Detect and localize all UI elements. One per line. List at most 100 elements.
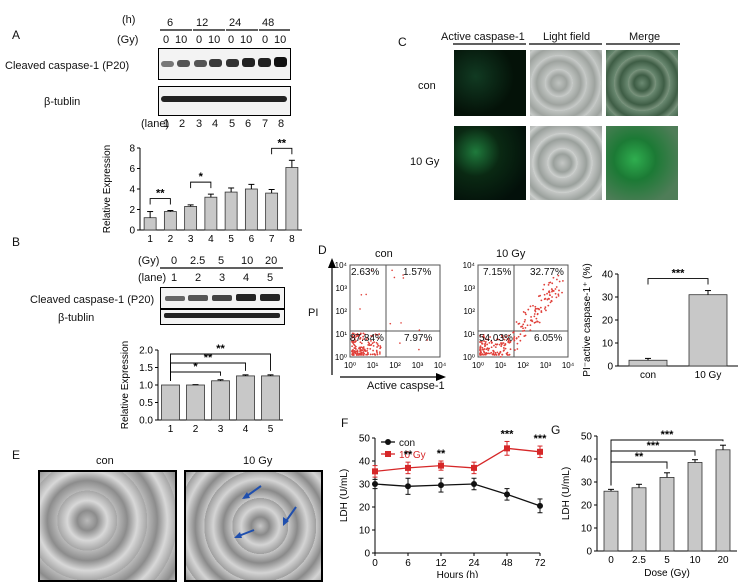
d-10gy-event <box>536 320 539 323</box>
a-time-6: 6 <box>167 17 174 29</box>
A-xtick-label: 1 <box>147 234 153 243</box>
d-10gy-event <box>512 331 515 334</box>
d-10gy-event <box>521 330 524 332</box>
F-point-con <box>405 483 411 490</box>
b-lane-3: 3 <box>219 272 226 284</box>
G-xtick-label: 5 <box>664 555 670 566</box>
d-con-event <box>375 350 378 353</box>
d-con-event <box>373 341 375 344</box>
a-lane-4: 4 <box>212 118 219 130</box>
B-sig-label: ** <box>204 352 213 364</box>
chart-g-ldh-dose: 0 10 20 30 40 50 0 2.5 5 10 20 LDH (U/mL) Dose (Gy) *… <box>561 429 737 579</box>
d-con-event <box>375 334 378 336</box>
A-sig-bracket <box>271 147 293 155</box>
B-bar <box>261 375 280 421</box>
b-lane-1: 1 <box>171 272 178 284</box>
c-image-con-merge <box>606 50 678 116</box>
d-con-event <box>376 343 379 345</box>
d-10gy-event <box>479 345 482 348</box>
D-ytick-label: 20 <box>602 316 614 327</box>
d-con-event <box>372 344 375 347</box>
F-y-label: LDH (U/mL) <box>339 469 350 522</box>
d-10gy-event <box>498 343 501 346</box>
A-y-label: Relative Expression <box>102 145 113 233</box>
a-blot2-label: β-tublin <box>44 96 81 108</box>
d-10gy-event <box>490 342 493 344</box>
d-10gy-event <box>556 278 558 281</box>
d-con-event <box>379 353 381 355</box>
d-con-event <box>359 308 361 310</box>
d-10gy-event <box>503 349 505 352</box>
d-10gy-event <box>517 323 520 325</box>
b-dose-2: 2.5 <box>190 255 206 267</box>
D-xtick-label: con <box>640 370 656 381</box>
d-con-event <box>371 353 374 356</box>
F-ytick-label: 50 <box>359 434 371 445</box>
F-xtick-label: 12 <box>435 558 447 569</box>
d-10gy-event <box>488 352 491 355</box>
c-col-light-field: Light field <box>543 31 591 43</box>
a-dose-2: 10 <box>175 34 188 46</box>
a-dose-6: 10 <box>240 34 253 46</box>
d-ytick-label: 10⁰ <box>463 353 475 362</box>
d-con-event <box>426 339 429 341</box>
B-sig-bracket <box>170 371 221 381</box>
A-sig-label: * <box>199 171 204 183</box>
d-10gy-event <box>480 351 482 354</box>
D-sig-label: *** <box>672 268 686 280</box>
d-10gy-event <box>504 335 507 338</box>
c-image-10gy-light <box>530 126 602 200</box>
d-10gy-event <box>480 341 483 343</box>
F-sig-label: ** <box>404 449 413 461</box>
d-10gy-event <box>526 324 529 327</box>
d-ytick-label: 10¹ <box>463 330 475 339</box>
d-con-event <box>357 354 360 356</box>
d-10gy-event <box>509 341 512 344</box>
panel-label-e: E <box>12 448 21 462</box>
d-con-event <box>360 293 363 296</box>
d-con-event <box>363 333 366 336</box>
b-lane-4: 4 <box>243 272 250 284</box>
d-10gy-event <box>534 307 537 310</box>
F-point-con <box>504 491 510 498</box>
d-con-event <box>354 341 356 344</box>
A-ytick-label: 2 <box>129 205 135 216</box>
F-sig-label: *** <box>501 428 515 440</box>
d-10gy-event <box>534 305 537 308</box>
d-10gy-event <box>524 311 527 314</box>
b-lane-5: 5 <box>267 272 274 284</box>
A-ytick-label: 8 <box>129 144 135 155</box>
d-con-event <box>374 354 377 356</box>
B-y-label: Relative Expression <box>120 341 131 429</box>
A-sig-bracket <box>149 198 171 205</box>
d-con-event <box>359 337 362 339</box>
d-con-event <box>354 345 357 348</box>
d-title-con: con <box>375 248 393 260</box>
G-ytick-label: 20 <box>581 501 593 512</box>
F-point-10gy <box>471 464 477 471</box>
d-con-event <box>375 349 378 352</box>
d-10gy-event <box>504 342 507 345</box>
D-bar <box>688 294 728 367</box>
a-gy-label: (Gy) <box>117 34 139 46</box>
F-xtick-label: 6 <box>405 558 411 569</box>
d-10gy-event <box>533 313 536 315</box>
d-con-event <box>377 344 380 347</box>
d-10gy-event <box>514 349 516 351</box>
d-10gy-event <box>543 307 546 310</box>
d-con-event <box>370 339 372 342</box>
F-point-con <box>537 502 543 509</box>
d-xtick-label: 10¹ <box>367 361 379 370</box>
d-10gy-event <box>490 340 493 343</box>
d-xtick-label: 10⁴ <box>434 361 447 370</box>
d-10gy-event <box>501 342 503 345</box>
A-bar <box>244 188 258 231</box>
A-xtick-label: 7 <box>269 234 275 243</box>
panel-label-g: G <box>551 423 561 437</box>
d-ytick-label: 10³ <box>463 284 475 293</box>
d-xtick-label: 10⁰ <box>472 361 484 370</box>
d-plot-10gy <box>477 264 569 358</box>
d-10gy-event <box>482 334 485 336</box>
b-dose-1: 0 <box>171 255 178 267</box>
